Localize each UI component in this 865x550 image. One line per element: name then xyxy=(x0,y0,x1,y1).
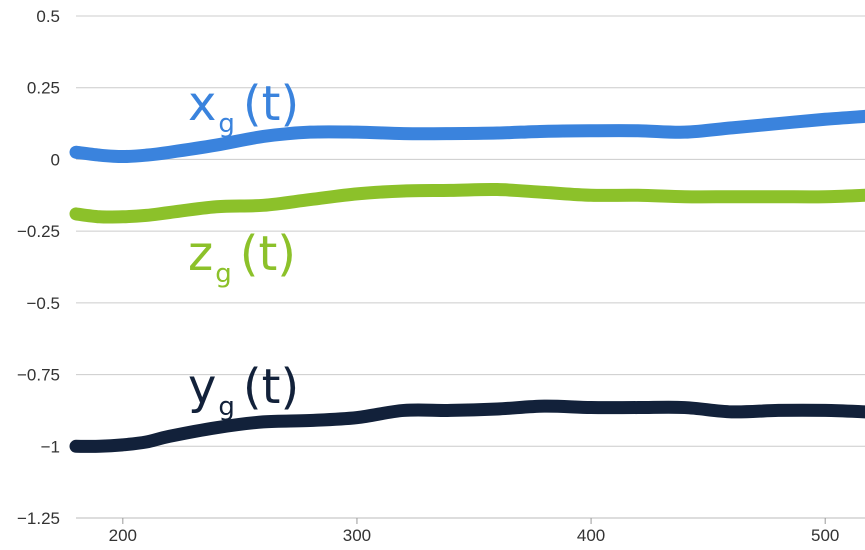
y-series-label: yg (t) xyxy=(188,359,299,422)
grid-lines xyxy=(76,15,865,519)
x-series-line xyxy=(69,109,865,164)
y-tick-label: −0.75 xyxy=(17,366,60,385)
y-tick-label: 0 xyxy=(51,150,60,169)
y-axis-tick-labels: 0.5 0.25 0 −0.25 −0.5 −0.75 −1 −1.25 xyxy=(17,7,60,528)
y-tick-label: −0.5 xyxy=(26,294,60,313)
y-tick-label: −1 xyxy=(41,437,60,456)
y-tick-label: 0.5 xyxy=(36,7,60,26)
y-tick-label: −1.25 xyxy=(17,509,60,528)
x-tick-label: 400 xyxy=(577,526,605,545)
y-tick-label: 0.25 xyxy=(27,79,60,98)
y-series-line xyxy=(69,399,865,453)
z-series-line xyxy=(69,182,865,224)
series-lines xyxy=(69,109,865,453)
x-axis-tick-labels: 200 300 400 500 xyxy=(109,518,839,545)
x-tick-label: 300 xyxy=(343,526,371,545)
x-series-label: xg (t) xyxy=(188,76,299,139)
x-tick-label: 200 xyxy=(109,526,137,545)
z-series-label: zg (t) xyxy=(188,226,296,289)
series-labels: xg (t) zg (t) yg (t) xyxy=(188,76,299,422)
x-tick-label: 500 xyxy=(811,526,839,545)
y-tick-label: −0.25 xyxy=(17,222,60,241)
